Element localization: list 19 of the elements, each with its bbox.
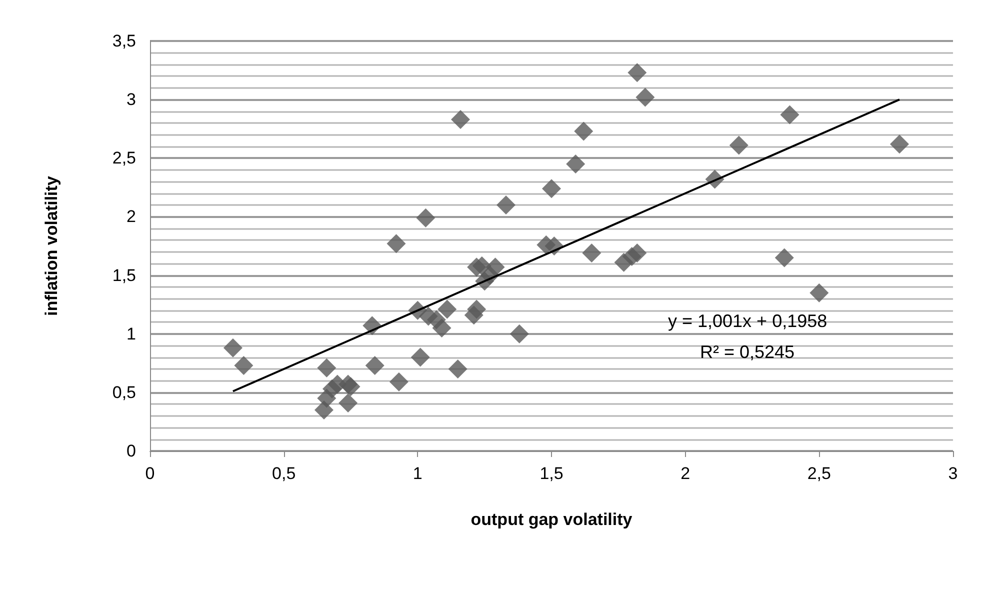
y-tick-label: 0,5	[112, 382, 136, 402]
y-tick-label: 1,5	[112, 266, 136, 285]
y-tick-label: 3,5	[112, 32, 136, 50]
y-tick-label: 2	[126, 207, 136, 226]
annotation: R² = 0,5245	[700, 342, 795, 362]
x-tick-label: 2,5	[807, 464, 831, 483]
x-tick-label: 1,5	[540, 464, 564, 483]
x-tick-label: 0,5	[272, 464, 296, 483]
x-tick-label: 1	[412, 464, 422, 483]
x-tick-label: 2	[680, 464, 690, 483]
y-axis-title: inflation volatility	[42, 176, 61, 316]
x-tick-label: 3	[948, 464, 958, 483]
x-tick-label: 0	[145, 464, 155, 483]
y-tick-label: 1	[126, 324, 136, 344]
annotation: y = 1,001x + 0,1958	[668, 311, 828, 331]
x-axis-title: output gap volatility	[470, 510, 633, 529]
y-tick-label: 0	[126, 442, 136, 460]
y-tick-label: 3	[126, 90, 136, 110]
y-tick-label: 2,5	[112, 148, 136, 168]
